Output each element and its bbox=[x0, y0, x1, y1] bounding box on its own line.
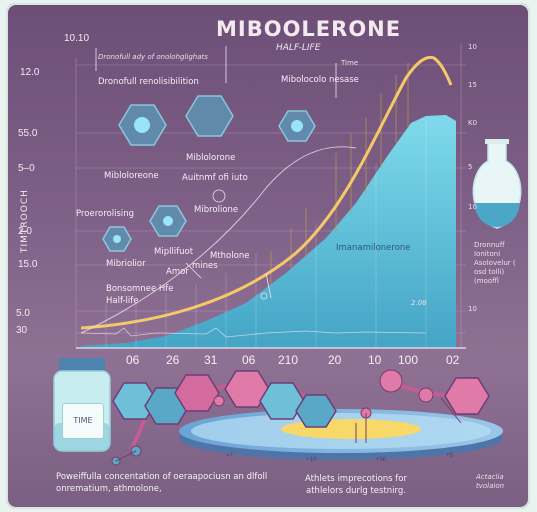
label-mipllifuot: Mipllifuot bbox=[154, 247, 194, 257]
callout-lines bbox=[95, 46, 337, 300]
y-axis-title: TIMTROOCH bbox=[20, 189, 30, 253]
y-tick-right-4: 5 bbox=[468, 163, 473, 171]
x-tick-9: 02 bbox=[446, 353, 460, 367]
y-tick-right-3: K0 bbox=[468, 119, 478, 127]
label-bonsomnee: Bonsomnee Hfe bbox=[106, 284, 174, 294]
y-tick-left-5: 15.0 bbox=[18, 259, 38, 270]
area-stripes bbox=[105, 118, 427, 348]
label-mines: mines bbox=[192, 261, 218, 271]
yellow-curve bbox=[80, 55, 453, 330]
x-tick-5: 210 bbox=[278, 353, 299, 367]
bottom-center-note: Athlets imprecotions for athlelors durlg… bbox=[305, 474, 407, 496]
x-tick-8: 100 bbox=[398, 353, 419, 367]
label-proerorolising: Proerorolising bbox=[76, 209, 135, 219]
hex-glows bbox=[113, 117, 303, 243]
label-mibolerone-1: Miblolorone bbox=[186, 153, 236, 163]
label-autumn: Auitnmf ofi iuto bbox=[182, 173, 248, 183]
top-left-number: 10.10 bbox=[64, 33, 90, 44]
white-curve bbox=[80, 146, 357, 334]
x-tick-7: 10 bbox=[368, 353, 382, 367]
platform-disk bbox=[179, 409, 503, 460]
label-amor: Amor bbox=[166, 267, 189, 277]
top-note: Dronofull ady of onolohglighats bbox=[98, 53, 208, 61]
y-tick-left-3: 5–0 bbox=[18, 163, 35, 174]
label-mibrolione: Mibrolione bbox=[194, 205, 239, 215]
svg-text:=7: =7 bbox=[226, 453, 234, 459]
label-chart-inner: Imanamilonerone bbox=[336, 243, 411, 253]
label-mibolerone-2: Mibloloreone bbox=[104, 171, 159, 181]
page-title: MIBOOLERONE bbox=[216, 17, 402, 41]
label-right-note: Dronnuff Ionitoni Asolovelur ( osd tolli… bbox=[474, 241, 516, 285]
label-dronofull: Dronofull renolisibilition bbox=[98, 77, 199, 87]
x-tick-6: 20 bbox=[328, 353, 342, 367]
area-series bbox=[81, 115, 456, 348]
y-tick-right-6: 10 bbox=[468, 305, 477, 313]
y-tick-left-7: 30 bbox=[16, 325, 28, 336]
molecule-lines bbox=[115, 397, 462, 462]
chart-graphic: =7 +10 +30 +5 bbox=[53, 43, 522, 466]
label-mibolocone-release: Mibolocolo nesase bbox=[281, 75, 359, 85]
svg-text:+5: +5 bbox=[446, 453, 454, 459]
label-peak-tag: 2.08 bbox=[411, 299, 427, 307]
flask-illustration bbox=[472, 139, 522, 229]
y-tick-left-1: 12.0 bbox=[20, 67, 40, 78]
x-tick-4: 06 bbox=[242, 353, 256, 367]
label-half-life: Half-life bbox=[106, 296, 139, 306]
infographic-frame: =7 +10 +30 +5 MIBOOLERONE HALF-LIFE 10.10 D… bbox=[6, 3, 530, 509]
spike-marks bbox=[270, 63, 409, 285]
bottom-right-note: Actaclia tvolaion bbox=[476, 473, 505, 490]
vial-label: TIME bbox=[62, 403, 104, 439]
y-tick-left-6: 5.0 bbox=[16, 308, 30, 319]
svg-text:+10: +10 bbox=[306, 457, 317, 463]
x-tick-3: 31 bbox=[204, 353, 218, 367]
y-tick-right-2: 15 bbox=[468, 81, 477, 89]
x-tick-2: 26 bbox=[166, 353, 180, 367]
bottom-left-note: Poweiffulla concentation of oeraapociusn… bbox=[56, 472, 268, 494]
y-tick-left-4: 2.0 bbox=[18, 226, 32, 237]
baseline-spark bbox=[80, 327, 427, 338]
label-time-tag: Time bbox=[341, 59, 359, 67]
label-metholone: Mtholone bbox=[210, 251, 250, 261]
disk-ticks: =7 +10 +30 +5 bbox=[226, 453, 454, 463]
label-mibrolior: Mibriolior bbox=[106, 259, 146, 269]
y-tick-left-2: 55.0 bbox=[18, 128, 38, 139]
svg-text:+30: +30 bbox=[376, 457, 387, 463]
molecule-rings bbox=[112, 370, 490, 428]
y-tick-right-1: 10 bbox=[468, 43, 477, 51]
subtitle: HALF-LIFE bbox=[276, 43, 321, 53]
y-tick-right-5: 10 bbox=[468, 203, 477, 211]
x-tick-1: 06 bbox=[126, 353, 140, 367]
